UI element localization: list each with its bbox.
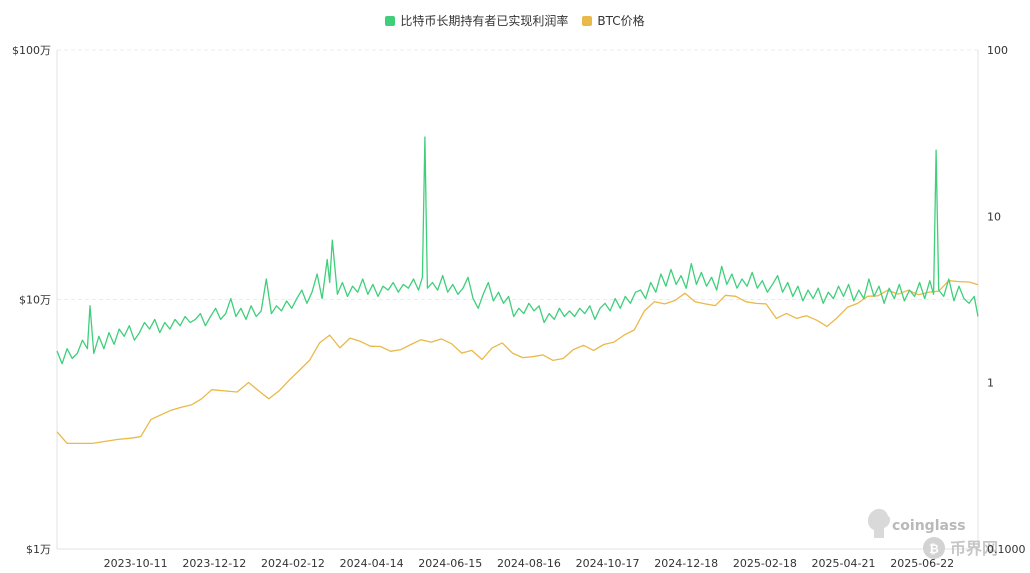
legend: 比特币长期持有者已实现利润率 BTC价格 xyxy=(0,12,1030,29)
x-tick-label: 2024-04-14 xyxy=(340,557,404,570)
legend-swatch-yellow xyxy=(582,15,593,26)
coinglass-watermark-text: coinglass xyxy=(892,518,966,534)
legend-item-lth-realized-profit[interactable]: 比特币长期持有者已实现利润率 xyxy=(385,12,568,29)
x-tick-label: 2023-12-12 xyxy=(182,557,246,570)
axes: $1万 $10万 $100万 0.1000 1 10 100 2023-10-11 2023-1… xyxy=(12,44,1026,570)
y-left-tick-label: $1万 xyxy=(26,543,51,556)
gridlines xyxy=(56,49,979,550)
x-tick-label: 2025-02-18 xyxy=(733,557,797,570)
legend-swatch-green xyxy=(385,15,396,26)
svg-text:₿: ₿ xyxy=(929,542,939,556)
x-tick-label: 2025-04-21 xyxy=(812,557,876,570)
x-tick-label: 2024-02-12 xyxy=(261,557,325,570)
legend-item-btc-price[interactable]: BTC价格 xyxy=(582,12,645,29)
y-right-tick-label: 100 xyxy=(987,44,1008,57)
x-tick-label: 2024-12-18 xyxy=(654,557,718,570)
series-layer xyxy=(56,136,979,445)
y-right-tick-label: 10 xyxy=(987,210,1001,223)
x-tick-label: 2023-10-11 xyxy=(104,557,168,570)
legend-label-btc-price: BTC价格 xyxy=(597,14,645,28)
watermark: coinglass ₿ 币界网 xyxy=(867,508,998,559)
x-tick-label: 2024-10-17 xyxy=(576,557,640,570)
y-left-tick-label: $100万 xyxy=(12,44,51,57)
bijie-watermark-text: 币界网 xyxy=(950,539,998,558)
x-tick-label: 2025-06-22 xyxy=(890,557,954,570)
bijie-logo-icon xyxy=(923,537,945,559)
series-line-lth-realized-profit xyxy=(56,136,979,365)
legend-label-lth-realized-profit: 比特币长期持有者已实现利润率 xyxy=(400,14,569,28)
y-right-tick-label: 1 xyxy=(987,377,994,390)
y-right-tick-label: 0.1000 xyxy=(987,543,1026,556)
x-tick-label: 2024-06-15 xyxy=(418,557,482,570)
y-left-tick-label: $10万 xyxy=(19,294,51,307)
series-line-btc-price xyxy=(56,280,979,445)
x-tick-label: 2024-08-16 xyxy=(497,557,561,570)
coinglass-logo-icon xyxy=(867,508,891,538)
